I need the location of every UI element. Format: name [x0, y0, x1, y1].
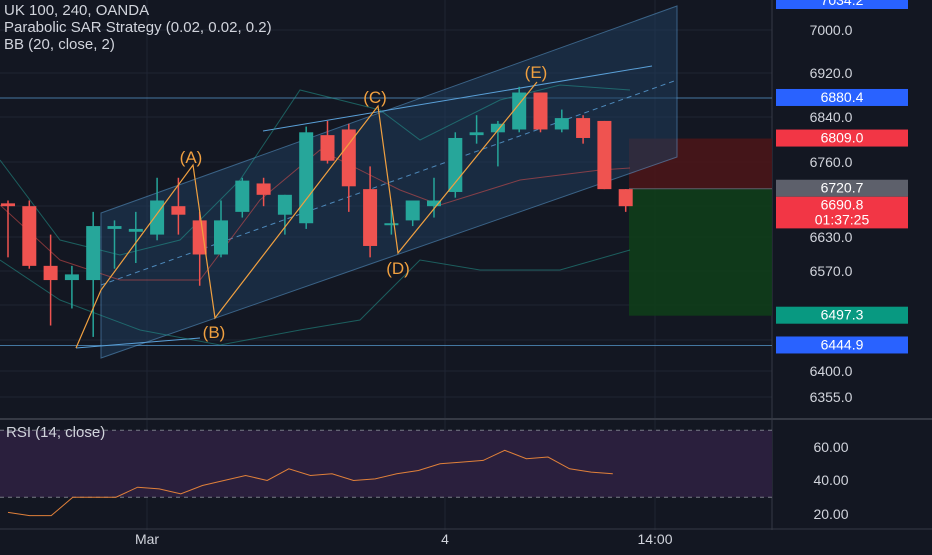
- rsi-line: [7, 449, 613, 517]
- price-tick: 6920.0: [810, 65, 853, 81]
- price-label-bg: [776, 336, 908, 354]
- time-tick: Mar: [135, 531, 159, 547]
- candle-body: [256, 183, 271, 195]
- price-label-bg: [776, 211, 908, 229]
- candle-body: [128, 228, 143, 232]
- price-tick: 6355.0: [810, 389, 853, 405]
- candle-body: [363, 189, 378, 246]
- candle-body: [107, 226, 122, 229]
- candle-body: [43, 265, 58, 281]
- chart-legend: UK 100, 240, OANDA Parabolic SAR Strateg…: [4, 2, 272, 53]
- candle-body: [448, 137, 463, 192]
- wave-label: (B): [203, 323, 226, 342]
- price-tick: 7000.0: [810, 22, 853, 38]
- price-label: 6880.4: [821, 89, 864, 105]
- candle-body: [192, 220, 207, 255]
- candle-body: [427, 200, 441, 207]
- wave-label: (D): [386, 259, 410, 278]
- candle-body: [618, 189, 633, 207]
- candle-body: [469, 132, 484, 136]
- price-axis: 7000.0 6920.0 6840.0 6760.0 6630.0 6570.0 6400…: [776, 0, 908, 522]
- time-tick: 14:00: [637, 531, 672, 547]
- bb-legend: BB (20, close, 2): [4, 36, 115, 53]
- wave-label: (E): [525, 63, 548, 82]
- rsi-tick: 20.00: [813, 506, 848, 522]
- price-tick: 6570.0: [810, 263, 853, 279]
- price-label: 6497.3: [821, 307, 864, 323]
- time-axis: Mar 4 14:00: [135, 531, 673, 547]
- rsi-pane: [0, 429, 772, 517]
- candle-body: [341, 129, 356, 187]
- candle-body: [490, 123, 505, 133]
- price-label-bg: [776, 179, 908, 197]
- price-label: 7034.2: [821, 0, 864, 8]
- price-label: 6444.9: [821, 336, 864, 352]
- trend-line: [75, 337, 201, 349]
- price-tick: 6630.0: [810, 229, 853, 245]
- time-tick: 4: [441, 531, 449, 547]
- candle-body: [150, 200, 165, 235]
- wave-lines: (A) (B) (C) (D) (E): [75, 63, 548, 349]
- price-label: 6809.0: [821, 130, 864, 146]
- wave-label: (A): [180, 148, 203, 167]
- rsi-band: [0, 430, 772, 498]
- price-tick: 6760.0: [810, 154, 853, 170]
- candle-body: [1, 203, 15, 207]
- take-profit-zone: [629, 188, 772, 316]
- price-label: 01:37:25: [815, 211, 870, 227]
- rsi-tick: 40.00: [813, 472, 848, 488]
- candle-body: [299, 132, 314, 224]
- candle-body: [597, 120, 612, 190]
- symbol-title: UK 100, 240, OANDA: [4, 2, 150, 19]
- price-label-bg: [776, 0, 908, 9]
- candle-body: [405, 200, 420, 221]
- wave-label: (C): [363, 88, 387, 107]
- bb-lower: [0, 249, 631, 346]
- rsi-tick: 60.00: [813, 439, 848, 455]
- candle-body: [512, 92, 527, 130]
- price-label: 6690.8: [821, 197, 864, 213]
- candle-body: [171, 206, 186, 215]
- candle-body: [235, 180, 250, 212]
- price-label-bg: [776, 88, 908, 106]
- price-label-bg: [776, 129, 908, 147]
- candle-body: [384, 223, 399, 226]
- candle-body: [576, 118, 591, 138]
- candle-body: [214, 220, 228, 255]
- strategy-legend: Parabolic SAR Strategy (0.02, 0.02, 0.2): [4, 19, 272, 36]
- candle-body: [554, 118, 569, 130]
- price-tick: 6400.0: [810, 363, 853, 379]
- candle-body: [277, 194, 292, 215]
- candle-body: [64, 274, 79, 281]
- price-label-bg: [776, 196, 908, 214]
- candle-body: [533, 92, 548, 130]
- wave-path: [75, 81, 538, 349]
- channel-fill: [100, 5, 678, 359]
- price-tick: 6840.0: [810, 109, 853, 125]
- candle-body: [320, 135, 335, 161]
- candle-body: [86, 226, 101, 281]
- price-label-bg: [776, 306, 908, 324]
- price-label: 6720.7: [821, 180, 864, 196]
- trend-line: [262, 65, 653, 132]
- rsi-legend: RSI (14, close): [6, 424, 106, 441]
- candle-body: [22, 206, 37, 266]
